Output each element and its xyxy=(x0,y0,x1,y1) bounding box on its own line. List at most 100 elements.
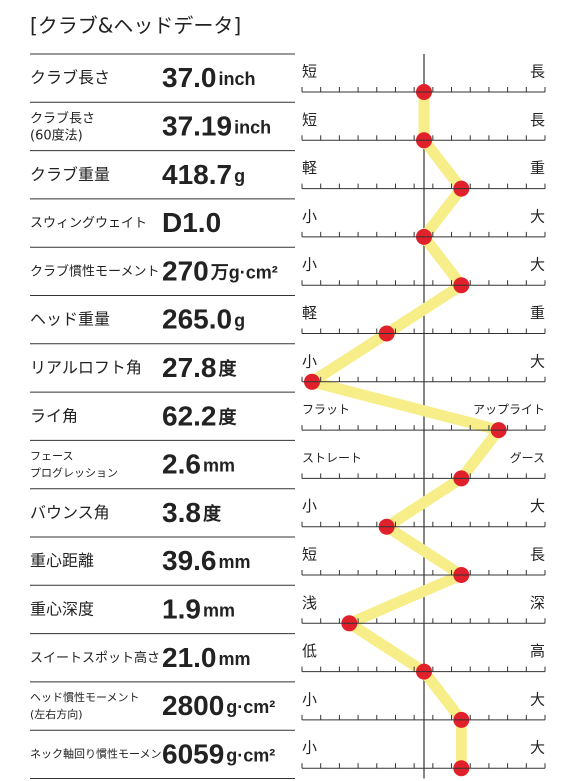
left-end: ストレート xyxy=(302,451,362,465)
label-line: プログレッション xyxy=(30,466,118,480)
unit: mm xyxy=(203,455,235,475)
row-value: D1.0 xyxy=(162,207,221,238)
left-end: 軽 xyxy=(302,304,317,322)
row-label: スウィングウェイト xyxy=(30,216,147,231)
row-value: 2.6 mm xyxy=(162,449,235,480)
unit: mm xyxy=(203,600,235,620)
label-line: (60度法) xyxy=(30,127,83,143)
left-end: 小 xyxy=(302,690,317,708)
right-end: 大 xyxy=(530,352,545,370)
row-label: バウンス角 xyxy=(30,502,110,521)
row-label: 重心深度 xyxy=(30,599,94,618)
left-end: 軽 xyxy=(302,159,317,177)
right-end: 大 xyxy=(530,207,545,225)
row-value: 37.0 inch xyxy=(162,63,256,94)
label-line: フェース xyxy=(30,450,73,463)
unit: 度 xyxy=(203,503,222,524)
row-label: クラブ重量 xyxy=(30,164,110,183)
row-value: 1.9 mm xyxy=(162,594,235,625)
label-line: ヘッド重量 xyxy=(30,309,110,328)
row-label: ヘッド慣性モーメント (左右方向) xyxy=(30,690,140,721)
row-value: 265.0 g xyxy=(162,304,245,335)
row-value: 2800 g·cm² xyxy=(162,690,275,721)
unit: g·cm² xyxy=(226,697,275,717)
left-end: フラット xyxy=(302,403,350,417)
row-label: ヘッド重量 xyxy=(30,309,110,328)
row-label: フェースプログレッション xyxy=(30,450,118,480)
value: 3.8 xyxy=(162,497,201,528)
value: 1.9 xyxy=(162,594,201,625)
value: 37.19 xyxy=(162,111,232,142)
row-label: 重心距離 xyxy=(30,551,94,570)
row-label: クラブ長さ xyxy=(30,68,110,87)
row-value: 37.19 inch xyxy=(162,111,271,142)
label-line: ライ角 xyxy=(30,406,78,425)
value: 2800 xyxy=(162,690,224,721)
row-label: クラブ長さ(60度法) xyxy=(30,110,95,143)
value: 418.7 xyxy=(162,159,232,190)
value: 270 xyxy=(162,256,209,287)
label-line: クラブ慣性モーメント xyxy=(30,263,159,279)
right-end: グース xyxy=(510,451,545,465)
label-line: 重心距離 xyxy=(30,551,94,570)
row-value: 39.6 mm xyxy=(162,546,251,577)
unit: 万g·cm² xyxy=(210,262,278,282)
value: 2.6 xyxy=(162,449,201,480)
unit: mm xyxy=(219,552,251,572)
title: [クラブ&ヘッドデータ] xyxy=(30,14,241,38)
value: D1.0 xyxy=(162,207,221,238)
value: 62.2 xyxy=(162,401,217,432)
unit: mm xyxy=(219,649,251,669)
label-line: バウンス角 xyxy=(30,502,110,521)
label-line: クラブ長さ xyxy=(30,68,110,87)
label-line: スウィングウェイト xyxy=(30,216,147,231)
row-label: スイートスポット高さ xyxy=(30,649,160,665)
left-end: 浅 xyxy=(302,594,317,612)
right-end: 大 xyxy=(530,497,545,515)
label-line: リアルロフト角 xyxy=(30,357,142,376)
row-value: 270 万g·cm² xyxy=(162,256,278,287)
unit: g xyxy=(234,310,245,330)
left-end: 小 xyxy=(302,207,317,225)
right-end: 大 xyxy=(530,739,545,757)
row-label: クラブ慣性モーメント xyxy=(30,263,159,279)
row-value: 21.0 mm xyxy=(162,642,251,673)
label-line: スイートスポット高さ xyxy=(30,649,160,665)
left-end: 短 xyxy=(302,111,317,129)
value: 39.6 xyxy=(162,546,217,577)
left-end: 小 xyxy=(302,256,317,274)
left-end: 低 xyxy=(302,642,317,660)
row-value: 27.8 度 xyxy=(162,352,238,383)
right-end: 大 xyxy=(530,690,545,708)
right-end: アップライト xyxy=(473,403,545,417)
unit: 度 xyxy=(219,358,238,379)
left-end: 短 xyxy=(302,63,317,81)
unit: inch xyxy=(234,117,271,137)
value: 6059 xyxy=(162,739,224,770)
label-line: クラブ重量 xyxy=(30,164,110,183)
right-end: 深 xyxy=(530,594,545,612)
row-label: ネック軸回り慣性モーメント xyxy=(30,746,173,760)
right-end: 長 xyxy=(530,111,545,129)
row-value: 62.2 度 xyxy=(162,401,238,432)
row-value: 6059 g·cm² xyxy=(162,739,275,770)
row-value: 3.8 度 xyxy=(162,497,222,528)
left-end: 小 xyxy=(302,352,317,370)
right-end: 高 xyxy=(530,642,545,660)
unit: g xyxy=(234,166,245,186)
label-line: (左右方向) xyxy=(30,707,83,721)
left-end: 小 xyxy=(302,497,317,515)
unit: inch xyxy=(219,69,256,89)
unit: 度 xyxy=(219,406,238,427)
right-end: 大 xyxy=(530,256,545,274)
row-label: リアルロフト角 xyxy=(30,357,142,376)
value: 37.0 xyxy=(162,63,217,94)
right-end: 長 xyxy=(530,63,545,81)
right-end: 重 xyxy=(530,304,545,322)
left-end: 短 xyxy=(302,546,317,564)
row-value: 418.7 g xyxy=(162,159,245,190)
label-line: ネック軸回り慣性モーメント xyxy=(30,746,173,760)
value: 27.8 xyxy=(162,352,217,383)
